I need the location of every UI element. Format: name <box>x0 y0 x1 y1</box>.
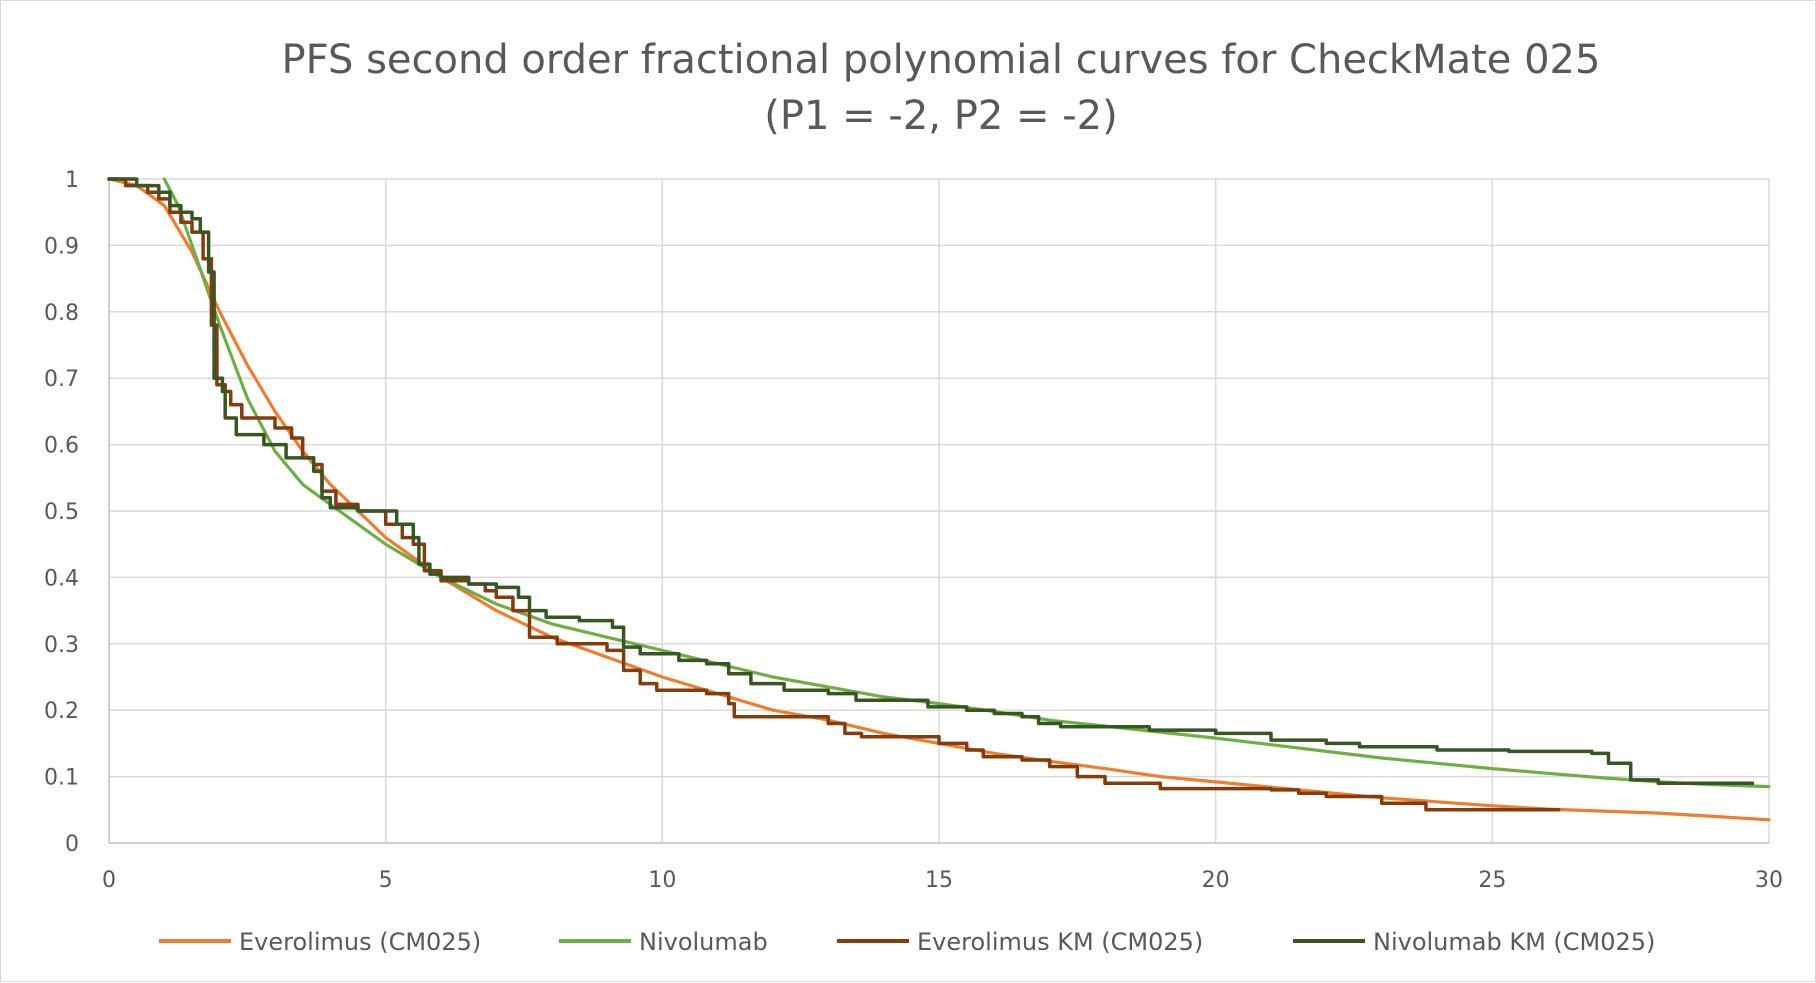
series-lines <box>107 177 1771 822</box>
legend-label: Everolimus (CM025) <box>239 928 481 956</box>
legend-label: Everolimus KM (CM025) <box>917 928 1203 956</box>
legend: Everolimus (CM025) Nivolumab Everolimus KM… <box>159 928 1655 956</box>
legend-label: Nivolumab <box>639 928 768 956</box>
x-tick-label: 30 <box>1755 868 1783 893</box>
y-tick-label: 0.5 <box>44 500 79 525</box>
y-tick-label: 1 <box>65 168 79 193</box>
chart-subtitle: (P1 = -2, P2 = -2) <box>764 93 1117 139</box>
y-axis-tick-labels: 0 0.1 0.2 0.3 0.4 0.5 0.6 0.7 0.8 0.9 1 <box>44 168 79 857</box>
x-tick-label: 0 <box>102 868 116 893</box>
series-nivolumab <box>162 177 1771 789</box>
series-nivolumab-km-cm025 <box>107 177 1755 785</box>
x-tick-label: 20 <box>1202 868 1230 893</box>
y-tick-label: 0.3 <box>44 633 79 658</box>
series-everolimus-km-cm025 <box>107 177 1561 812</box>
y-tick-label: 0.9 <box>44 234 79 259</box>
x-axis-tick-labels: 0 5 10 15 20 25 30 <box>102 868 1783 893</box>
y-tick-label: 0.6 <box>44 434 79 459</box>
chart-title: PFS second order fractional polynomial c… <box>282 37 1601 83</box>
legend-label: Nivolumab KM (CM025) <box>1373 928 1655 956</box>
x-tick-label: 5 <box>379 868 393 893</box>
x-tick-label: 10 <box>648 868 676 893</box>
axes <box>108 179 1769 844</box>
y-tick-label: 0.4 <box>44 566 79 591</box>
x-tick-label: 25 <box>1478 868 1506 893</box>
y-tick-label: 0.2 <box>44 699 79 724</box>
x-tick-label: 15 <box>925 868 953 893</box>
y-tick-label: 0.1 <box>44 766 79 791</box>
y-tick-label: 0.7 <box>44 367 79 392</box>
y-tick-label: 0 <box>65 832 79 857</box>
y-tick-label: 0.8 <box>44 301 79 326</box>
